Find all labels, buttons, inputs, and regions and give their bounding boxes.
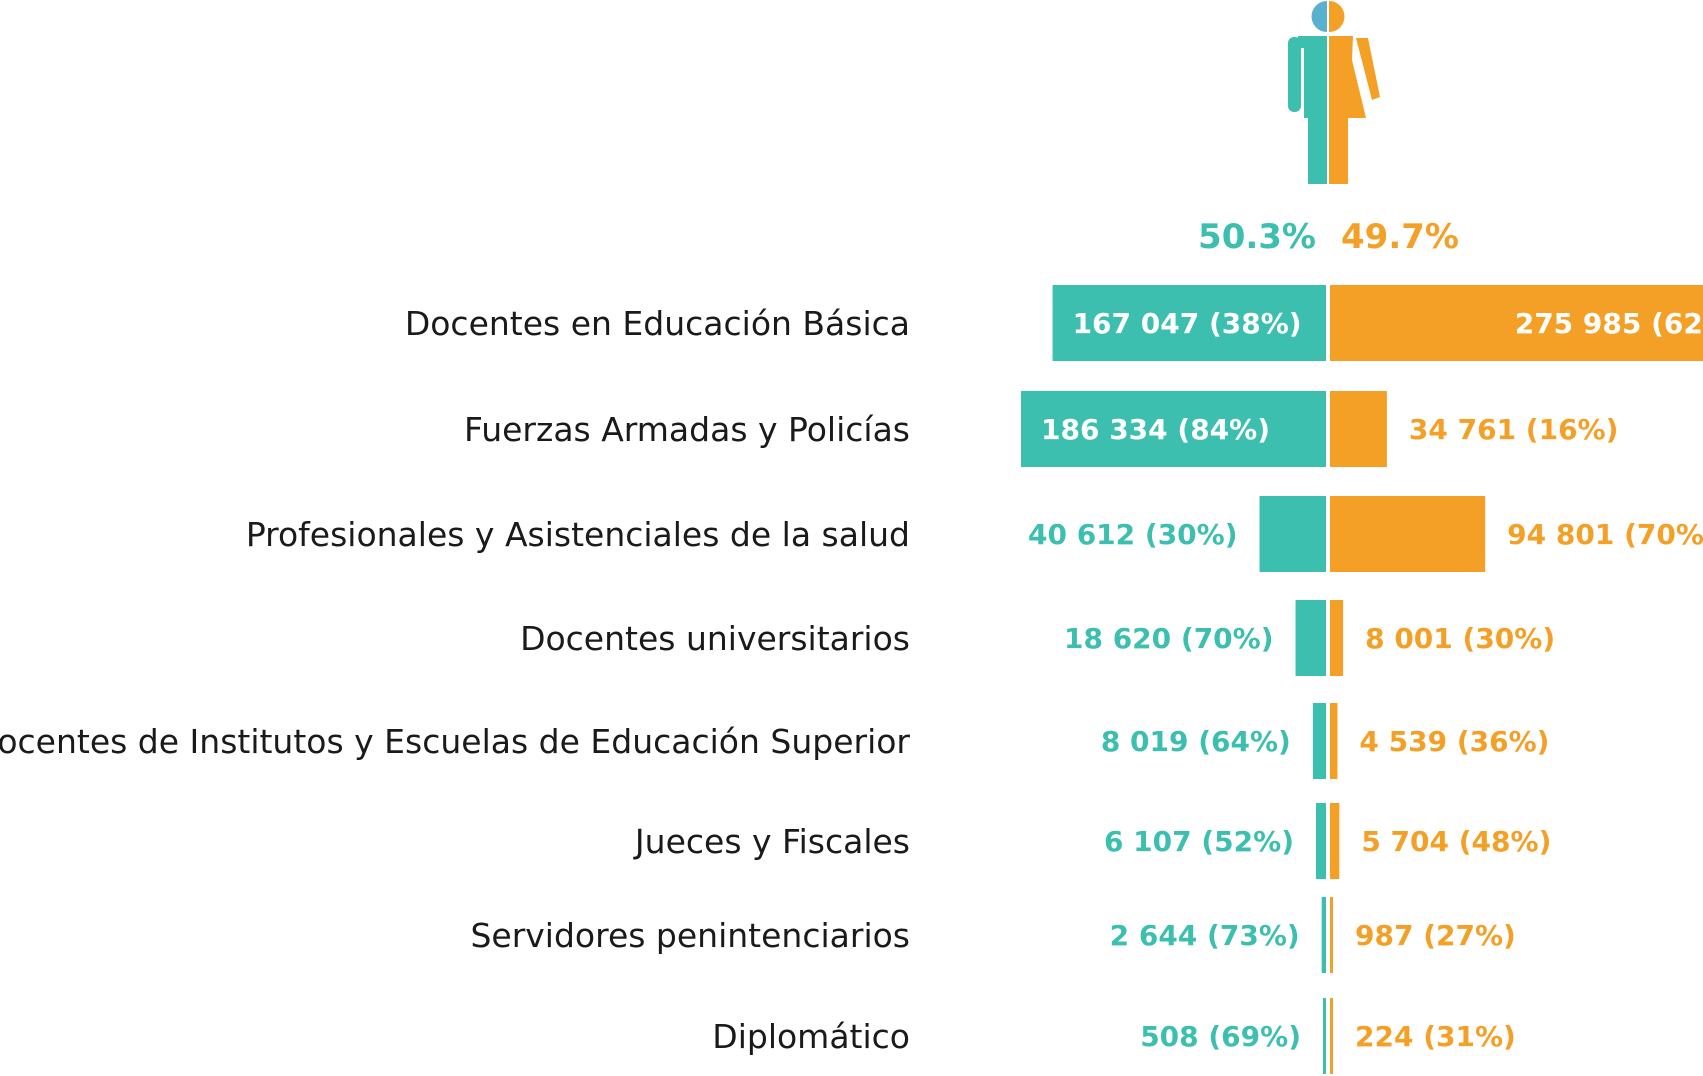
male-bar — [1321, 897, 1326, 973]
category-label: Docentes de Institutos y Escuelas de Edu… — [0, 722, 910, 761]
male-bar — [1295, 600, 1326, 676]
female-bar — [1330, 803, 1340, 879]
category-label: Servidores penintenciarios — [470, 916, 910, 955]
male-bar — [1021, 391, 1326, 467]
male-bar — [1312, 703, 1326, 779]
male-value-label: 2 644 (73%) — [1110, 919, 1300, 952]
male-value-label: 18 620 (70%) — [1064, 622, 1274, 655]
male-value-label: 6 107 (52%) — [1104, 825, 1294, 858]
female-value-label: 34 761 (16%) — [1409, 413, 1619, 446]
chart-rows: Docentes en Educación Básica 167 047 (38%… — [0, 285, 1703, 1074]
female-bar — [1330, 496, 1486, 572]
male-bar — [1323, 998, 1326, 1074]
female-bar — [1330, 391, 1387, 467]
male-value-label: 8 019 (64%) — [1101, 725, 1291, 758]
female-bar — [1330, 600, 1344, 676]
male-value-label: 167 047 (38%) — [1073, 307, 1302, 340]
category-label: Profesionales y Asistenciales de la salu… — [246, 515, 910, 554]
female-bar — [1330, 285, 1703, 361]
female-value-label: 5 704 (48%) — [1361, 825, 1551, 858]
male-bar — [1316, 803, 1326, 879]
male-head-icon — [1311, 1, 1327, 32]
category-label: Docentes universitarios — [520, 619, 910, 658]
female-body-icon — [1329, 36, 1380, 184]
female-bar — [1330, 703, 1338, 779]
female-value-label: 4 539 (36%) — [1359, 725, 1549, 758]
female-bar — [1330, 998, 1333, 1074]
female-head-icon — [1329, 1, 1345, 32]
female-value-label: 94 801 (70%) — [1507, 518, 1703, 551]
female-value-label: 8 001 (30%) — [1365, 622, 1555, 655]
male-value-label: 40 612 (30%) — [1028, 518, 1238, 551]
category-label: Jueces y Fiscales — [633, 822, 910, 861]
male-percentage: 50.3% — [1198, 217, 1316, 257]
male-value-label: 186 334 (84%) — [1041, 413, 1270, 446]
female-value-label: 987 (27%) — [1355, 919, 1516, 952]
male-bar — [1052, 285, 1326, 361]
female-bar — [1330, 897, 1333, 973]
male-body-icon — [1288, 36, 1327, 184]
female-value-label: 224 (31%) — [1355, 1020, 1516, 1053]
male-bar — [1259, 496, 1326, 572]
gender-figure-icon — [1288, 1, 1380, 184]
female-value-label: 275 985 (62%) — [1515, 307, 1703, 340]
category-label: Docentes en Educación Básica — [405, 304, 910, 343]
category-label: Diplomático — [712, 1017, 910, 1056]
category-label: Fuerzas Armadas y Policías — [464, 410, 910, 449]
male-value-label: 508 (69%) — [1140, 1020, 1301, 1053]
female-percentage: 49.7% — [1341, 217, 1459, 257]
